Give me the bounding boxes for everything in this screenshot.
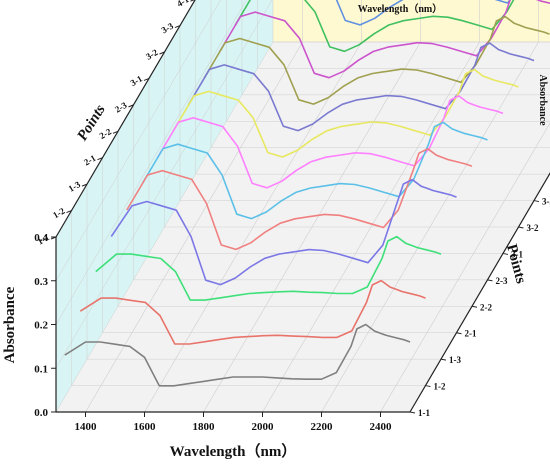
z-tick-label-right: 2-1 xyxy=(465,329,477,339)
x-axis-title: Wavelength（nm） xyxy=(170,442,297,460)
z-tick-mark-right xyxy=(519,227,524,228)
z-tick-label-left: 1-3 xyxy=(67,179,83,194)
z-tick-label-left: 1-2 xyxy=(51,205,67,220)
z-tick-label-right: 2-2 xyxy=(480,302,492,312)
z-tick-mark-right xyxy=(426,386,431,387)
y-tick-label: 0.1 xyxy=(34,363,48,375)
z-tick-label-left: 2-2 xyxy=(98,126,114,141)
z-tick-label-left: 3-1 xyxy=(129,73,145,88)
x-tick-label: 2400 xyxy=(370,421,393,433)
x-tick-label: 2000 xyxy=(252,421,275,433)
z-tick-label-left: 3-2 xyxy=(144,47,160,62)
y-tick-label: 0.2 xyxy=(34,320,48,332)
z-tick-label-right: 1-2 xyxy=(434,382,446,392)
z-tick-label-right: 1-1 xyxy=(418,408,430,418)
z-tick-mark-right xyxy=(441,359,446,360)
z-tick-label-left: 3-3 xyxy=(160,20,176,35)
z-tick-label-right: 2-3 xyxy=(496,276,508,286)
z-tick-mark-right xyxy=(410,412,415,413)
z-tick-label-left: 4-1 xyxy=(175,0,191,9)
z-tick-mark-right xyxy=(534,201,539,202)
z-tick-mark-right xyxy=(472,306,477,307)
right-y-axis-title: Absorbance xyxy=(537,74,548,126)
z-tick-mark-right xyxy=(488,280,493,281)
z-tick-label-left: 2-3 xyxy=(113,100,129,115)
top-x-axis-title: Wavelength（nm） xyxy=(358,2,442,15)
z-tick-label-right: 3-2 xyxy=(527,223,539,233)
z-tick-label-left: 2-1 xyxy=(82,153,98,168)
x-tick-label: 1600 xyxy=(134,421,157,433)
z-tick-label-right: 1-3 xyxy=(449,355,461,365)
z-tick-mark-right xyxy=(457,333,462,334)
y-tick-label: 0.0 xyxy=(34,407,48,419)
x-tick-label: 1400 xyxy=(75,421,98,433)
x-tick-label: 1800 xyxy=(193,421,216,433)
z-tick-label-right: 3-3 xyxy=(542,197,550,207)
y-tick-label: 0.3 xyxy=(34,276,48,288)
x-tick-label: 2200 xyxy=(311,421,334,433)
y-axis-title: Absorbance xyxy=(2,286,18,363)
